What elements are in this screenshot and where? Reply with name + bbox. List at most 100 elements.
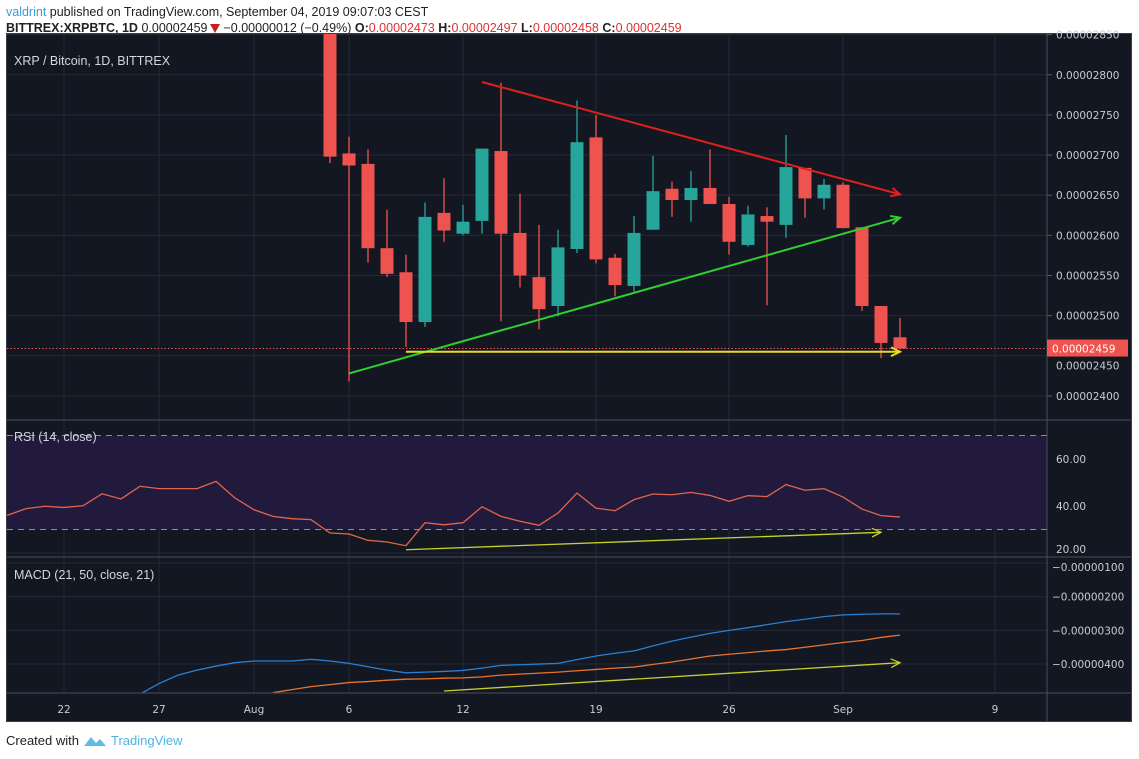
publish-info: valdrint published on TradingView.com, S… xyxy=(6,5,428,19)
macd-divergence-line-head xyxy=(890,658,902,669)
close-value: 0.00002459 xyxy=(615,21,682,35)
candle-body xyxy=(532,277,546,310)
current-price-badge xyxy=(1047,339,1128,357)
candle-body xyxy=(741,214,755,245)
price-axis-label: 0.00002850 xyxy=(1056,30,1119,42)
current-price-label: 0.00002459 xyxy=(1052,344,1115,356)
rsi-band-lines xyxy=(7,435,1047,531)
candle-body xyxy=(893,337,907,349)
low-label: L: xyxy=(521,21,533,35)
price-axis-label: 0.00002750 xyxy=(1056,110,1119,122)
tradingview-link[interactable]: TradingView xyxy=(110,733,183,748)
support-trendline-head xyxy=(889,214,903,226)
candle-body xyxy=(703,187,717,205)
footer: Created with TradingView xyxy=(6,733,183,748)
candle-body xyxy=(570,142,584,249)
macd-axis-label: −0.00000100 xyxy=(1052,562,1124,574)
price-change: −0.00000012 (−0.49%) xyxy=(223,21,352,35)
candle-body xyxy=(817,184,831,199)
candle-body xyxy=(646,191,660,230)
candle-body xyxy=(836,184,850,229)
created-with-text: Created with xyxy=(6,733,79,748)
symbol-name: BITTREX:XRPBTC, 1D xyxy=(6,21,138,35)
published-text: published on TradingView.com, September … xyxy=(49,5,429,19)
macd-axis-label: −0.00000300 xyxy=(1052,625,1124,637)
time-axis-label: 26 xyxy=(722,704,736,716)
symbol-legend: BITTREX:XRPBTC, 1D 0.00002459 −0.00000012… xyxy=(6,21,682,35)
candle-body xyxy=(380,248,394,274)
macd-axis-label: −0.00000200 xyxy=(1052,592,1124,604)
candle-body xyxy=(361,163,375,249)
rsi-divergence-line-head xyxy=(871,527,883,538)
candle-body xyxy=(399,272,413,323)
candle-body xyxy=(855,227,869,306)
axes: 22 27 Aug 6 12 19 26 Sep 9 0.00002850 0.00002800 0.… xyxy=(57,30,1128,716)
macd-lines xyxy=(140,613,901,693)
time-axis-label: 27 xyxy=(152,704,165,716)
candle-body xyxy=(684,187,698,201)
tradingview-logo-icon xyxy=(83,736,106,746)
candle-body xyxy=(665,188,679,201)
candle-body xyxy=(551,247,565,306)
price-axis-label: 0.00002400 xyxy=(1056,391,1119,403)
time-axis-label: Sep xyxy=(833,704,853,716)
price-axis-label: 0.00002550 xyxy=(1056,270,1119,282)
time-axis-label: 22 xyxy=(57,704,70,716)
high-label: H: xyxy=(438,21,452,35)
last-price: 0.00002459 xyxy=(141,21,208,35)
price-axis-label: 0.00002700 xyxy=(1056,150,1119,162)
candle-body xyxy=(627,232,641,286)
candle-body xyxy=(513,232,527,276)
horizontal-support-line-head xyxy=(890,346,903,358)
chart-marks xyxy=(6,33,1047,693)
chart-frame xyxy=(6,33,1132,722)
price-axis-label: 0.00002650 xyxy=(1056,190,1119,202)
candle-body xyxy=(779,167,793,225)
publisher-link[interactable]: valdrint xyxy=(6,5,47,19)
candle-body xyxy=(475,148,489,221)
macd-line xyxy=(140,613,900,693)
rsi-axis-label: 40.00 xyxy=(1056,501,1086,513)
price-axis-label: 0.00002800 xyxy=(1056,70,1119,82)
macd-divergence-line xyxy=(443,662,901,692)
price-pane-title: XRP / Bitcoin, 1D, BITTREX xyxy=(14,54,171,68)
time-axis-label: 9 xyxy=(992,704,999,716)
price-axis-label: 0.00002500 xyxy=(1056,311,1119,323)
candle-body xyxy=(418,216,432,323)
rsi-line xyxy=(6,480,901,547)
price-axis-label: 0.00002450 xyxy=(1056,361,1119,373)
resistance-trendline-head xyxy=(889,187,903,198)
time-axis-label: Aug xyxy=(244,704,265,716)
rsi-axis-label: 20.00 xyxy=(1056,544,1086,556)
signal-line xyxy=(272,634,901,693)
open-label: O: xyxy=(354,21,369,35)
candle-body xyxy=(798,167,812,199)
rsi-band xyxy=(7,435,1047,530)
time-axis-label: 12 xyxy=(456,704,469,716)
candle-body xyxy=(760,216,774,222)
close-label: C: xyxy=(602,21,616,35)
resistance-trendline xyxy=(481,81,901,196)
high-value: 0.00002497 xyxy=(451,21,518,35)
candle-body xyxy=(342,153,356,166)
low-value: 0.00002458 xyxy=(532,21,599,35)
candle-body xyxy=(722,204,736,242)
candle-body xyxy=(608,257,622,286)
candles xyxy=(323,33,907,382)
time-axis-label: 6 xyxy=(346,704,353,716)
support-trendline xyxy=(348,216,901,375)
rsi-divergence-line xyxy=(405,531,882,551)
pane-separators xyxy=(6,33,1132,722)
candle-body xyxy=(589,137,603,260)
time-axis-label: 19 xyxy=(589,704,602,716)
rsi-axis-label: 60.00 xyxy=(1056,454,1086,466)
candle-body xyxy=(494,151,508,234)
triangle-down-icon xyxy=(210,24,221,33)
open-value: 0.00002473 xyxy=(368,21,435,35)
candle-body xyxy=(456,221,470,234)
macd-pane-title: MACD (21, 50, close, 21) xyxy=(14,568,154,582)
candle-body xyxy=(437,212,451,231)
rsi-pane-title: RSI (14, close) xyxy=(14,430,97,444)
price-axis-label: 0.00002600 xyxy=(1056,230,1119,242)
